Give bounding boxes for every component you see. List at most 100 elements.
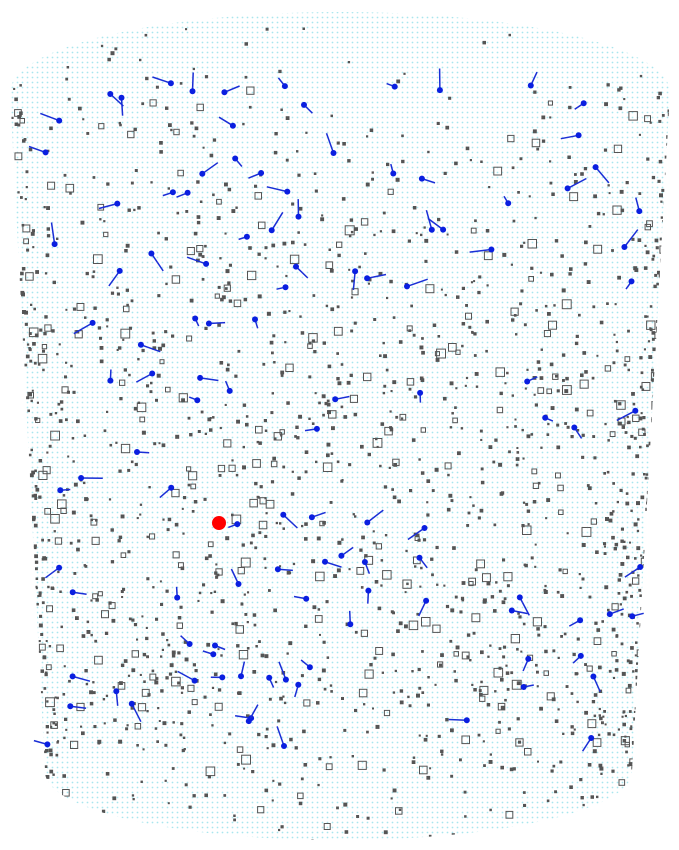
wall-point — [297, 174, 300, 177]
wall-point — [639, 417, 643, 421]
wall-point — [616, 341, 618, 343]
wall-point — [168, 518, 172, 522]
wall-point — [61, 408, 64, 411]
wall-point — [634, 437, 637, 440]
interior-point — [380, 584, 382, 586]
interior-point — [498, 721, 501, 724]
wall-point — [270, 341, 274, 345]
interior-point — [152, 586, 154, 588]
wall-point — [278, 829, 280, 831]
interior-point — [143, 748, 145, 750]
interior-point — [134, 407, 138, 411]
wall-point — [118, 740, 122, 744]
interior-point — [466, 524, 469, 527]
wall-point — [56, 353, 58, 355]
wall-point — [579, 573, 581, 575]
wall-point — [106, 772, 110, 776]
interior-point — [454, 162, 458, 166]
wall-point — [614, 400, 617, 403]
interior-point — [267, 312, 271, 316]
wall-point — [550, 182, 553, 185]
wall-point — [441, 753, 443, 755]
wall-point — [468, 326, 471, 329]
wall-point — [393, 496, 397, 500]
interior-point — [544, 590, 548, 594]
wall-point — [435, 468, 439, 472]
wall-point — [355, 631, 358, 634]
wall-point — [371, 178, 374, 181]
wall-point — [159, 141, 163, 145]
wall-point — [408, 240, 411, 243]
wall-point — [170, 663, 174, 667]
wall-point — [285, 275, 287, 277]
wall-point — [608, 184, 610, 186]
wall-point — [315, 190, 318, 193]
particle — [621, 244, 627, 250]
wall-point — [569, 785, 573, 789]
wall-point — [511, 264, 513, 266]
wall-point — [648, 477, 650, 479]
wall-point — [152, 332, 155, 335]
wall-point — [124, 249, 128, 253]
wall-point — [295, 426, 298, 429]
wall-point — [450, 775, 453, 778]
wall-point — [319, 634, 321, 636]
wall-point — [462, 322, 466, 326]
wall-point — [128, 374, 131, 377]
wall-point — [635, 454, 639, 458]
particle — [542, 415, 548, 421]
particle — [284, 189, 290, 195]
particle — [282, 83, 288, 89]
wall-point — [231, 209, 235, 213]
wall-point — [39, 615, 42, 618]
wall-point — [93, 307, 96, 310]
wall-point — [601, 620, 604, 623]
interior-point — [274, 132, 277, 135]
interior-point — [441, 289, 443, 291]
wall-point — [646, 509, 648, 511]
wall-point — [65, 729, 67, 731]
interior-point — [289, 572, 291, 574]
wall-point — [392, 380, 396, 384]
wall-point — [653, 373, 657, 377]
wall-point — [225, 536, 229, 540]
wall-point — [569, 267, 573, 271]
interior-point — [313, 350, 316, 353]
wall-point — [37, 402, 39, 404]
wall-point — [304, 243, 307, 246]
wall-point — [421, 691, 424, 694]
wall-point — [598, 734, 600, 736]
particle — [588, 735, 594, 741]
wall-point — [539, 707, 543, 711]
wall-point — [584, 262, 587, 265]
wall-point — [65, 309, 67, 311]
wall-point — [72, 511, 76, 515]
particle — [571, 425, 577, 431]
wall-point — [29, 454, 32, 457]
wall-point — [656, 246, 659, 249]
interior-point — [125, 727, 128, 730]
wall-point — [652, 348, 656, 352]
wall-point — [32, 390, 34, 392]
wall-point — [136, 639, 138, 641]
interior-point — [385, 534, 387, 536]
wall-point — [560, 594, 564, 598]
wall-point — [621, 613, 624, 616]
wall-point — [124, 368, 127, 371]
wall-point — [392, 229, 396, 233]
interior-point — [525, 388, 527, 390]
wall-point — [516, 457, 520, 461]
wall-point — [382, 672, 384, 674]
wall-point — [535, 403, 538, 406]
interior-point — [372, 708, 374, 710]
wall-point — [234, 375, 237, 378]
wall-point — [386, 297, 388, 299]
interior-point — [512, 394, 514, 396]
wall-point — [487, 656, 489, 658]
wall-point — [83, 482, 85, 484]
wall-point — [181, 692, 183, 694]
wall-point — [57, 740, 59, 742]
interior-point — [301, 331, 305, 335]
wall-point — [204, 696, 207, 699]
wall-point — [367, 817, 370, 820]
